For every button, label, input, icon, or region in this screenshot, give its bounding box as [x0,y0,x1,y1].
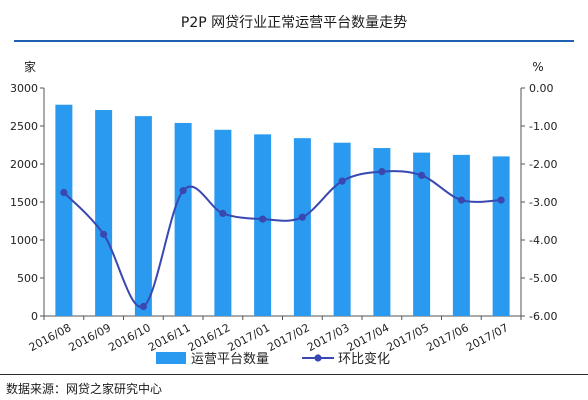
axes: 家 % 0 500 1000 1500 2000 2500 3000 -6.00 -5.00 -4.0… [10,59,557,323]
bar [254,134,272,316]
chart-area: 家 % 0 500 1000 1500 2000 2500 3000 -6.00 -5.00 -4.0… [10,59,557,367]
title-divider [14,40,574,42]
line-point [219,209,227,217]
bar [55,104,73,316]
x-tick-labels: 2016/082016/092016/102016/112016/122017/… [27,321,511,354]
source-divider [0,374,588,375]
y-right-tick-label: -1.00 [529,120,557,133]
bar [492,156,510,316]
bar [174,122,192,317]
line-point [418,171,426,179]
legend: 运营平台数量 环比变化 [156,351,390,367]
x-tick-label: 2017/05 [385,321,431,354]
x-tick-label: 2016/12 [186,321,232,354]
line-point [179,187,187,195]
bar [373,148,391,316]
y-left-tick-label: 1000 [10,234,38,247]
x-tick-label: 2017/01 [226,321,272,354]
line-point [338,177,346,185]
y-left-tick-label: 2000 [10,158,38,171]
line-series [60,168,505,311]
y-right-tick-label: 0.00 [529,82,554,95]
line-point [378,168,386,176]
x-tick-label: 2016/09 [67,321,113,354]
y-right-unit-label: % [532,60,543,74]
bar [134,116,152,317]
x-tick-label: 2016/10 [106,321,152,354]
y-left-tick-label: 2500 [10,120,38,133]
bar [452,154,470,316]
y-right-tick-label: -6.00 [529,310,557,323]
line-point [457,196,465,204]
y-left-tick-label: 500 [17,272,38,285]
line-point [259,215,267,223]
legend-label-line: 环比变化 [338,351,390,367]
line-path [63,170,502,308]
line-point [298,213,306,221]
legend-swatch-marker [314,354,322,362]
y-left-tick-label: 0 [31,310,38,323]
bar [413,152,431,316]
line-point [497,196,505,204]
source-note: 数据来源：网贷之家研究中心 [6,382,163,396]
x-tick-label: 2017/07 [464,321,510,354]
line-point [60,188,68,197]
x-tick-label: 2017/04 [345,321,391,354]
y-right-tick-label: -2.00 [529,158,557,171]
y-left-tick-label: 1500 [10,196,38,209]
legend-label-bars: 运营平台数量 [191,352,269,367]
x-tick-label: 2017/03 [305,321,351,354]
bar [95,110,113,316]
y-right-tick-label: -3.00 [529,196,557,209]
bar [333,142,351,316]
bar [214,129,232,316]
y-left-unit-label: 家 [24,59,36,74]
legend-swatch-bars [156,352,186,364]
chart-title: P2P 网贷行业正常运营平台数量走势 [180,15,408,31]
line-point [100,230,108,238]
line-point [139,302,147,311]
x-tick-label: 2017/06 [424,321,470,354]
x-tick-label: 2016/11 [146,321,192,354]
bar-series [55,104,510,317]
x-tick-label: 2016/08 [27,321,73,354]
x-tick-label: 2017/02 [265,321,311,354]
y-right-tick-label: -4.00 [529,234,557,247]
y-left-tick-label: 3000 [10,82,38,95]
y-right-tick-label: -5.00 [529,272,557,285]
bar [293,138,311,316]
